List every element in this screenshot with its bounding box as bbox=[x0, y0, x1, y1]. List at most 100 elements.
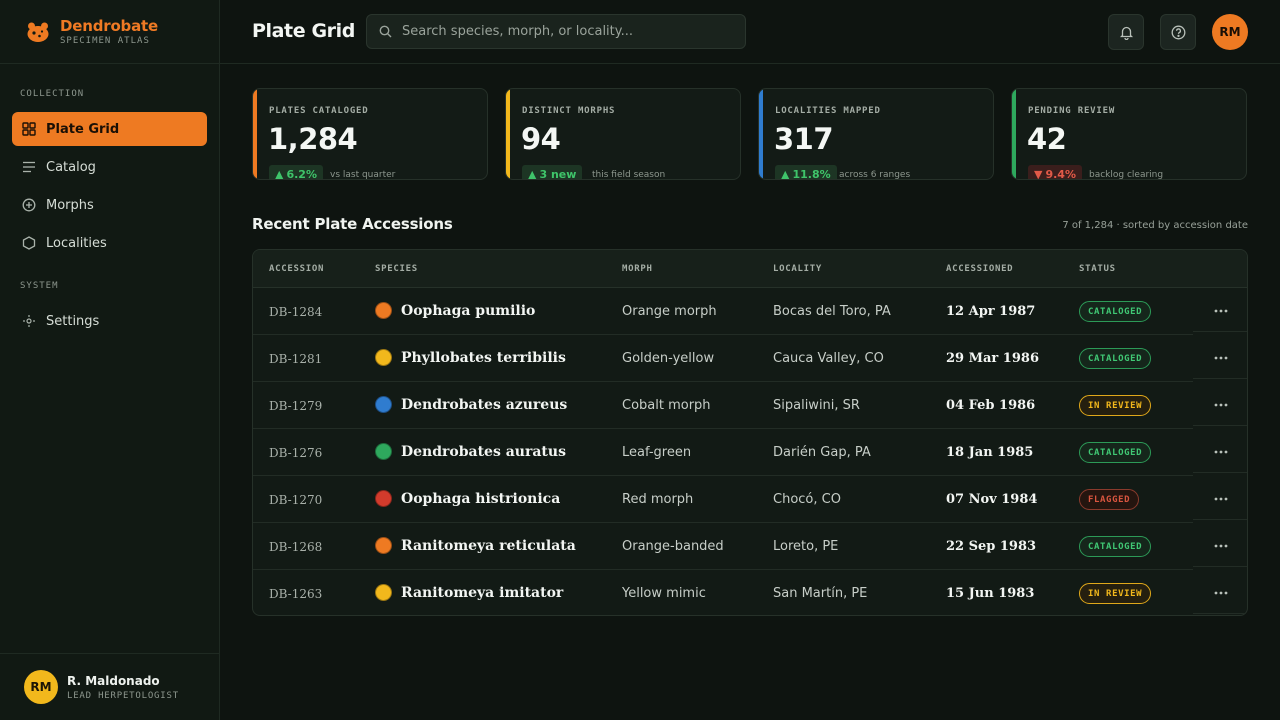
column-header[interactable]: LOCALITY bbox=[773, 264, 822, 274]
brand-subtitle: SPECIMEN ATLAS bbox=[60, 35, 150, 46]
species-name[interactable]: Oophaga pumilio bbox=[401, 303, 536, 319]
sidebar-item-label: Localities bbox=[46, 235, 107, 251]
status-badge: IN REVIEW bbox=[1079, 583, 1152, 604]
more-horizontal-icon bbox=[1214, 497, 1227, 500]
help-button[interactable] bbox=[1160, 14, 1196, 50]
sidebar-item-label: Catalog bbox=[46, 159, 96, 175]
morph-name: Red morph bbox=[622, 492, 694, 507]
status-badge: CATALOGED bbox=[1079, 301, 1152, 322]
morph-color-swatch bbox=[375, 396, 392, 413]
table-row[interactable]: DB-1284 Oophaga pumilio Orange morph Bocas … bbox=[253, 288, 1193, 335]
row-more-button[interactable] bbox=[1193, 337, 1247, 379]
status-badge: CATALOGED bbox=[1079, 348, 1152, 369]
accession-id: DB-1268 bbox=[269, 540, 323, 554]
user-name: R. Maldonado bbox=[67, 673, 160, 688]
table-row[interactable]: DB-1276 Dendrobates auratus Leaf-green Dari… bbox=[253, 429, 1193, 476]
top-bar: Plate Grid RM bbox=[220, 0, 1280, 64]
column-header[interactable]: MORPH bbox=[622, 264, 653, 274]
nav-section-system: SYSTEM bbox=[20, 281, 59, 291]
locality-name: Chocó, CO bbox=[773, 492, 841, 507]
stat-note: vs last quarter bbox=[330, 170, 396, 180]
sidebar: Dendrobate SPECIMEN ATLAS COLLECTION Pla… bbox=[0, 0, 220, 720]
morph-color-swatch bbox=[375, 349, 392, 366]
brand[interactable]: Dendrobate SPECIMEN ATLAS bbox=[0, 0, 219, 64]
sidebar-item-catalog[interactable]: Catalog bbox=[12, 150, 207, 184]
plus-circle-icon bbox=[22, 198, 36, 212]
row-more-button[interactable] bbox=[1193, 384, 1247, 426]
accession-id: DB-1284 bbox=[269, 305, 323, 319]
delta-value: 3 new bbox=[539, 167, 577, 180]
accession-date: 04 Feb 1986 bbox=[946, 398, 1036, 413]
stat-label: PENDING REVIEW bbox=[1028, 106, 1116, 116]
search-box[interactable] bbox=[366, 14, 746, 49]
stat-label: LOCALITIES MAPPED bbox=[775, 106, 881, 116]
more-horizontal-icon bbox=[1214, 309, 1227, 312]
arrow-up-icon: ▲ bbox=[528, 167, 537, 180]
species-name[interactable]: Phyllobates terribilis bbox=[401, 350, 566, 366]
stat-value: 42 bbox=[1027, 122, 1067, 156]
card-accent bbox=[1012, 89, 1016, 179]
sidebar-item-label: Plate Grid bbox=[46, 121, 120, 137]
table-row[interactable]: DB-1281 Phyllobates terribilis Golden-yell… bbox=[253, 335, 1193, 382]
accession-id: DB-1276 bbox=[269, 446, 323, 460]
accession-date: 07 Nov 1984 bbox=[946, 492, 1038, 507]
column-header[interactable]: ACCESSION bbox=[269, 264, 325, 274]
sidebar-item-plate-grid[interactable]: Plate Grid bbox=[12, 112, 207, 146]
user-profile[interactable]: RM R. Maldonado LEAD HERPETOLOGIST bbox=[0, 653, 219, 720]
locality-name: Loreto, PE bbox=[773, 539, 839, 554]
row-more-button[interactable] bbox=[1193, 478, 1247, 520]
stat-delta: ▲ 11.8% bbox=[775, 165, 837, 179]
row-more-button[interactable] bbox=[1193, 290, 1247, 332]
stat-note: across 6 ranges bbox=[839, 170, 911, 180]
sidebar-item-localities[interactable]: Localities bbox=[12, 226, 207, 260]
search-icon bbox=[379, 25, 392, 38]
table-row[interactable]: DB-1270 Oophaga histrionica Red morph Chocó… bbox=[253, 476, 1193, 523]
search-input[interactable] bbox=[402, 24, 722, 39]
sidebar-item-morphs[interactable]: Morphs bbox=[12, 188, 207, 222]
stat-note: backlog clearing bbox=[1089, 170, 1164, 180]
user-role: LEAD HERPETOLOGIST bbox=[67, 690, 179, 701]
accession-id: DB-1263 bbox=[269, 587, 323, 601]
help-icon bbox=[1171, 25, 1185, 39]
row-more-button[interactable] bbox=[1193, 572, 1247, 614]
card-accent bbox=[759, 89, 763, 179]
hexagon-icon bbox=[22, 236, 36, 250]
column-header[interactable]: STATUS bbox=[1079, 264, 1116, 274]
locality-name: San Martín, PE bbox=[773, 586, 868, 601]
morph-color-swatch bbox=[375, 537, 392, 554]
table-header: ACCESSION SPECIES MORPH LOCALITY ACCESSI… bbox=[253, 250, 1247, 288]
notifications-button[interactable] bbox=[1108, 14, 1144, 50]
morph-name: Orange morph bbox=[622, 304, 717, 319]
accession-date: 29 Mar 1986 bbox=[946, 351, 1039, 366]
avatar: RM bbox=[24, 670, 58, 704]
sidebar-item-settings[interactable]: Settings bbox=[12, 304, 207, 338]
status-badge: IN REVIEW bbox=[1079, 395, 1152, 416]
column-header[interactable]: SPECIES bbox=[375, 264, 418, 274]
more-horizontal-icon bbox=[1214, 403, 1227, 406]
table-row[interactable]: DB-1268 Ranitomeya reticulata Orange-bande… bbox=[253, 523, 1193, 570]
delta-value: 6.2% bbox=[286, 167, 317, 180]
stat-value: 1,284 bbox=[268, 122, 358, 156]
gear-icon bbox=[23, 315, 35, 327]
species-name[interactable]: Ranitomeya imitator bbox=[401, 585, 564, 601]
locality-name: Cauca Valley, CO bbox=[773, 351, 884, 366]
arrow-down-icon: ▼ bbox=[1034, 167, 1043, 180]
row-more-button[interactable] bbox=[1193, 525, 1247, 567]
accession-date: 12 Apr 1987 bbox=[946, 304, 1036, 319]
brand-name: Dendrobate bbox=[60, 16, 158, 35]
row-more-button[interactable] bbox=[1193, 431, 1247, 473]
accession-date: 22 Sep 1983 bbox=[946, 539, 1037, 554]
column-header[interactable]: ACCESSIONED bbox=[946, 264, 1014, 274]
species-name[interactable]: Dendrobates auratus bbox=[401, 444, 566, 460]
delta-value: 9.4% bbox=[1045, 167, 1076, 180]
species-name[interactable]: Oophaga histrionica bbox=[401, 491, 561, 507]
species-name[interactable]: Dendrobates azureus bbox=[401, 397, 568, 413]
species-name[interactable]: Ranitomeya reticulata bbox=[401, 538, 576, 554]
stat-value: 317 bbox=[774, 122, 834, 156]
sidebar-item-label: Settings bbox=[46, 313, 100, 329]
morph-color-swatch bbox=[375, 302, 392, 319]
card-accent bbox=[253, 89, 257, 179]
table-row[interactable]: DB-1279 Dendrobates azureus Cobalt morph Si… bbox=[253, 382, 1193, 429]
table-row[interactable]: DB-1263 Ranitomeya imitator Yellow mimic Sa… bbox=[253, 570, 1193, 615]
header-avatar[interactable]: RM bbox=[1212, 14, 1248, 50]
